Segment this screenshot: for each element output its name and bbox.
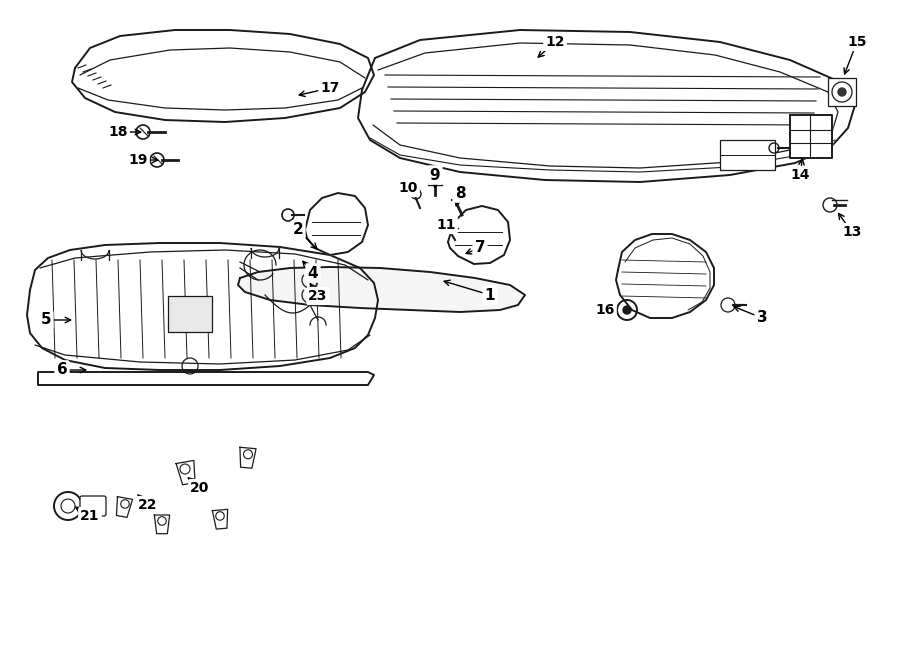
Text: 5: 5 (40, 313, 51, 327)
Text: 17: 17 (320, 81, 339, 95)
Polygon shape (358, 30, 855, 182)
Text: 13: 13 (842, 225, 861, 239)
Text: 9: 9 (429, 167, 440, 182)
Polygon shape (27, 243, 378, 370)
Text: 15: 15 (847, 35, 867, 49)
Circle shape (838, 88, 846, 96)
Polygon shape (238, 267, 525, 312)
Polygon shape (616, 234, 714, 318)
Polygon shape (305, 193, 368, 255)
Text: 23: 23 (309, 289, 328, 303)
Text: 12: 12 (545, 35, 565, 49)
Text: 14: 14 (790, 168, 810, 182)
Bar (828, 78, 856, 106)
Bar (168, 296, 212, 332)
Polygon shape (116, 496, 132, 518)
Text: 16: 16 (595, 303, 615, 317)
Text: 8: 8 (454, 186, 465, 200)
Text: 1: 1 (485, 288, 495, 303)
Polygon shape (212, 510, 228, 529)
Text: 21: 21 (80, 509, 100, 523)
Text: 22: 22 (139, 498, 158, 512)
Text: 18: 18 (108, 125, 128, 139)
FancyBboxPatch shape (80, 496, 106, 516)
Text: 19: 19 (129, 153, 148, 167)
Polygon shape (155, 515, 169, 533)
Polygon shape (448, 206, 510, 264)
Circle shape (623, 306, 631, 314)
Text: 3: 3 (757, 311, 768, 325)
Polygon shape (38, 372, 374, 385)
Text: 4: 4 (308, 266, 319, 280)
Polygon shape (176, 461, 195, 485)
Bar (720, 140, 775, 170)
Polygon shape (790, 115, 832, 158)
Text: 10: 10 (399, 181, 418, 195)
Text: 11: 11 (436, 218, 455, 232)
Text: 20: 20 (190, 481, 210, 495)
Polygon shape (240, 447, 256, 468)
Text: 6: 6 (57, 362, 68, 377)
Polygon shape (72, 30, 374, 122)
Text: 7: 7 (474, 241, 485, 256)
Text: 2: 2 (292, 223, 303, 237)
